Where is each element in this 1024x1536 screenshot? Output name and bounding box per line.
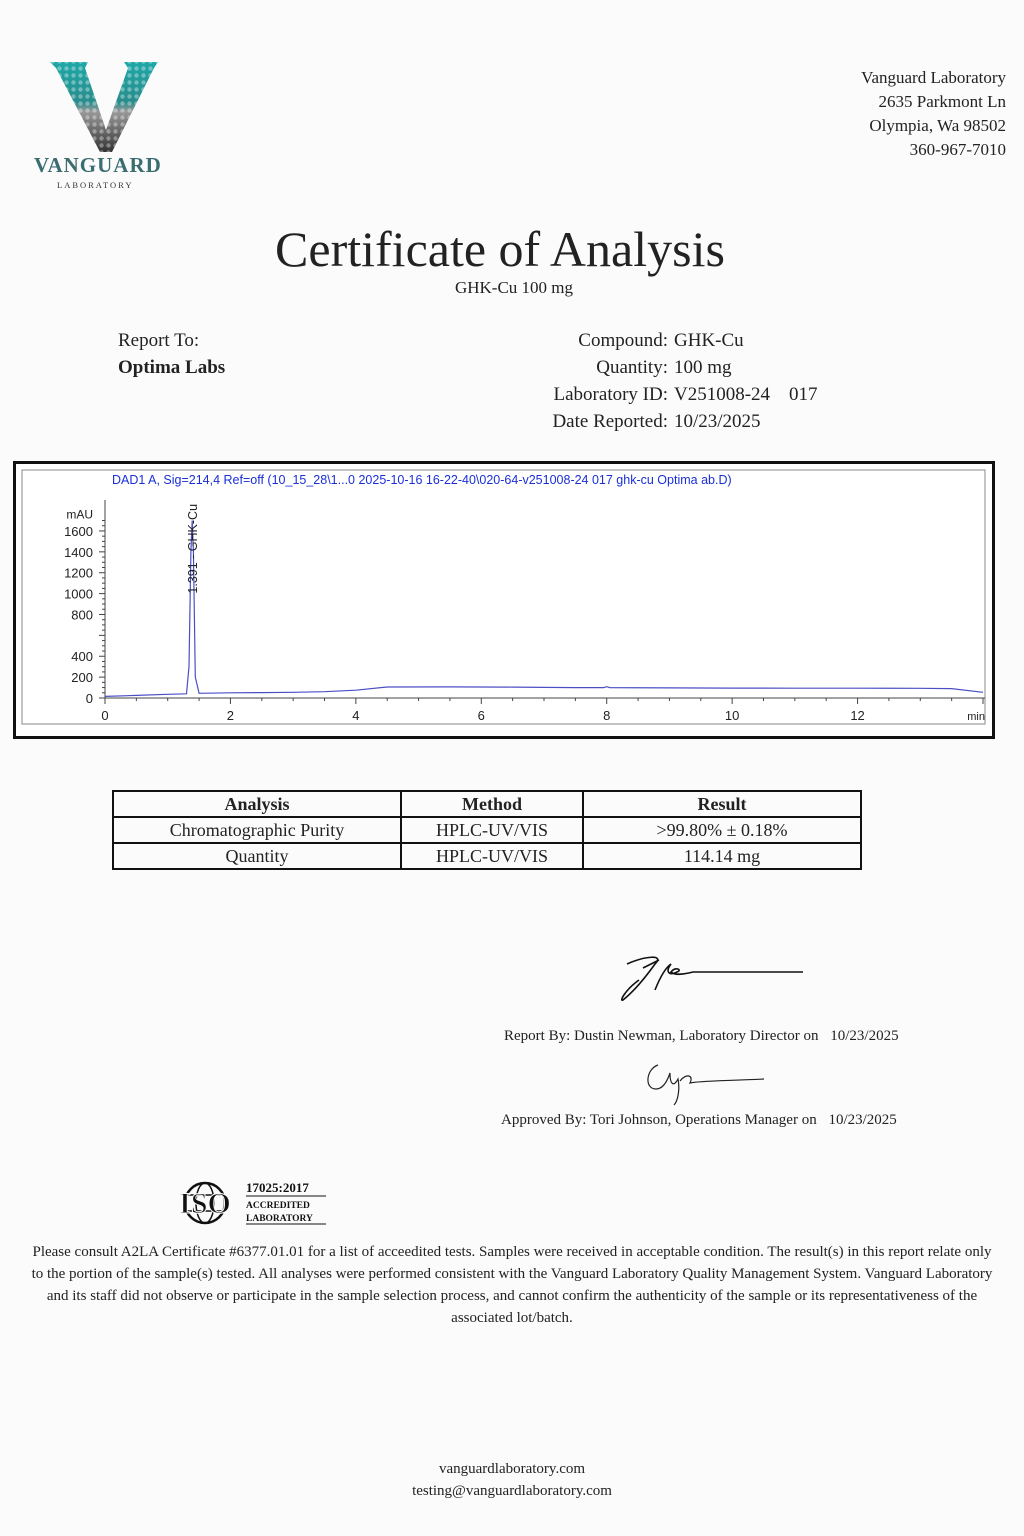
approved-by: Approved By: Tori Johnson, Operations Ma… <box>501 1112 897 1129</box>
address-line: Olympia, Wa 98502 <box>869 116 1006 135</box>
client-name: Optima Labs <box>118 357 226 378</box>
report-by-date: 10/23/2025 <box>830 1028 899 1044</box>
chromatogram-svg: DAD1 A, Sig=214,4 Ref=off (10_15_28\1...… <box>21 469 986 725</box>
detail-label: Compound: <box>578 330 668 351</box>
x-tick-label: 0 <box>101 708 108 723</box>
cell: HPLC-UV/VIS <box>400 842 584 870</box>
cell: >99.80% ± 0.18% <box>582 816 862 844</box>
peak-label: 1.391 - GHK-Cu <box>186 504 200 594</box>
detail-date: Date Reported: 10/23/2025 <box>480 408 818 435</box>
y-tick-label: 0 <box>86 691 93 706</box>
cell: HPLC-UV/VIS <box>400 816 584 844</box>
column-header: Analysis <box>112 790 402 818</box>
y-tick-label: 1400 <box>64 545 93 560</box>
detail-value: V251008-24 017 <box>674 384 818 405</box>
y-tick-label: 1200 <box>64 566 93 581</box>
detail-value: 10/23/2025 <box>674 411 761 432</box>
contact-info: vanguardlaboratory.com testing@vanguardl… <box>0 1458 1024 1502</box>
logo-subtext: LABORATORY <box>57 180 134 190</box>
report-to: Report To: Optima Labs <box>118 327 225 381</box>
detail-compound: Compound: GHK-Cu <box>480 327 818 354</box>
iso-line1: ACCREDITED <box>246 1201 310 1211</box>
y-tick-label: 1600 <box>64 524 93 539</box>
email-link[interactable]: testing@vanguardlaboratory.com <box>412 1483 612 1499</box>
approved-by-date: 10/23/2025 <box>828 1112 897 1128</box>
chromatogram: DAD1 A, Sig=214,4 Ref=off (10_15_28\1...… <box>13 461 995 739</box>
page-title: Certificate of Analysis <box>275 221 725 277</box>
cell: Chromatographic Purity <box>112 816 402 844</box>
x-tick-label: 10 <box>725 708 739 723</box>
cell: 114.14 mg <box>582 842 862 870</box>
results-table: Analysis Method Result Chromatographic P… <box>112 790 862 870</box>
report-by-text: Report By: Dustin Newman, Laboratory Dir… <box>504 1028 819 1044</box>
x-tick-label: 4 <box>352 708 359 723</box>
approved-by-text: Approved By: Tori Johnson, Operations Ma… <box>501 1112 817 1128</box>
detail-label: Laboratory ID: <box>553 384 668 405</box>
detail-label: Date Reported: <box>552 411 668 432</box>
report-to-label: Report To: <box>118 330 200 351</box>
x-tick-label: 6 <box>478 708 485 723</box>
y-tick-label: 200 <box>71 670 93 685</box>
address-line: 2635 Parkmont Ln <box>878 92 1007 111</box>
iso-line2: LABORATORY <box>246 1214 313 1224</box>
y-tick-label: 800 <box>71 607 93 622</box>
table-row: Chromatographic Purity HPLC-UV/VIS >99.8… <box>112 816 862 844</box>
cell: Quantity <box>112 842 402 870</box>
table-header-row: Analysis Method Result <box>112 790 862 818</box>
column-header: Method <box>400 790 584 818</box>
lab-address: Vanguard Laboratory 2635 Parkmont Ln Oly… <box>861 66 1006 162</box>
chart-title: DAD1 A, Sig=214,4 Ref=off (10_15_28\1...… <box>112 473 732 487</box>
sample-details: Compound: GHK-Cu Quantity: 100 mg Laborato… <box>480 327 818 435</box>
detail-label: Quantity: <box>596 357 668 378</box>
y-axis-label: mAU <box>66 508 93 522</box>
iso-accreditation-badge: ISO 17025:2017 ACCREDITED LABORATORY <box>174 1178 334 1235</box>
y-tick-label: 1000 <box>64 587 93 602</box>
iso-mark: ISO <box>179 1187 231 1220</box>
x-tick-label: 2 <box>227 708 234 723</box>
disclaimer-text: Please consult A2LA Certificate #6377.01… <box>31 1244 993 1326</box>
logo-text: VANGUARD <box>34 153 162 177</box>
detail-value: GHK-Cu <box>674 330 744 351</box>
detail-quantity: Quantity: 100 mg <box>480 354 818 381</box>
column-header: Result <box>582 790 862 818</box>
address-line: Vanguard Laboratory <box>861 68 1006 87</box>
x-axis-label: min <box>967 711 985 723</box>
y-tick-label: 400 <box>71 649 93 664</box>
page-subtitle: GHK-Cu 100 mg <box>454 278 574 297</box>
address-line: 360-967-7010 <box>909 140 1006 159</box>
signature-dustin-newman <box>621 956 803 1001</box>
x-tick-label: 8 <box>603 708 610 723</box>
vanguard-logo: VANGUARD LABORATORY <box>28 58 188 192</box>
plot-border <box>21 469 986 725</box>
chromatogram-trace <box>104 520 984 697</box>
iso-standard: 17025:2017 <box>246 1180 309 1195</box>
x-tick-label: 12 <box>850 708 864 723</box>
table-row: Quantity HPLC-UV/VIS 114.14 mg <box>112 842 862 870</box>
report-by: Report By: Dustin Newman, Laboratory Dir… <box>504 1028 899 1045</box>
detail-value: 100 mg <box>674 357 732 378</box>
website-link[interactable]: vanguardlaboratory.com <box>438 1461 586 1477</box>
signature-tori-johnson <box>647 1064 765 1106</box>
detail-lab-id: Laboratory ID: V251008-24 017 <box>480 381 818 408</box>
